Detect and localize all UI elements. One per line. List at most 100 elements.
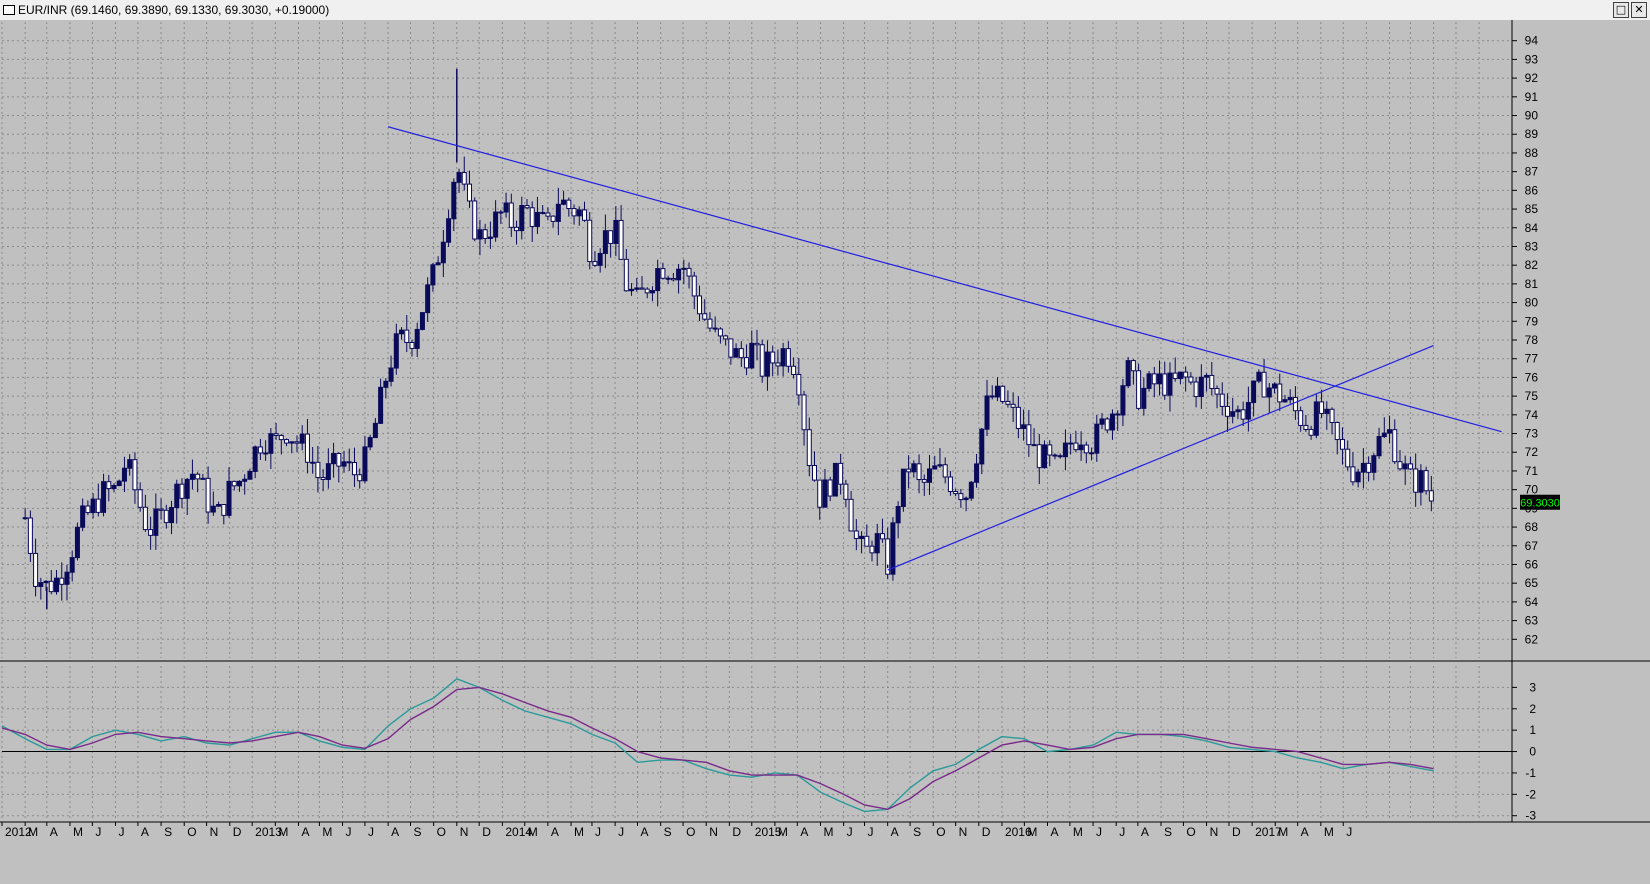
candle-body xyxy=(1204,374,1210,378)
x-tick-label: S xyxy=(1164,825,1172,839)
candle-body xyxy=(1355,471,1361,483)
close-icon[interactable]: ✕ xyxy=(1631,2,1647,18)
candle-body xyxy=(1329,408,1335,423)
x-tick-label: D xyxy=(982,825,991,839)
y-tick-label: 92 xyxy=(1525,71,1539,85)
candle-body xyxy=(419,312,425,330)
candle-body xyxy=(503,202,509,213)
candle-body xyxy=(226,480,232,516)
candle-body xyxy=(153,508,159,536)
candle-body xyxy=(623,258,629,292)
candle-body xyxy=(1366,462,1372,473)
candle-body xyxy=(257,446,263,454)
x-tick-label: D xyxy=(482,825,491,839)
candle-body xyxy=(493,211,499,238)
candle-body xyxy=(121,467,127,482)
candle-body xyxy=(1115,413,1121,416)
y-tick-label: 80 xyxy=(1525,296,1539,310)
candle-body xyxy=(367,437,373,448)
candle-body xyxy=(278,434,284,441)
restore-icon[interactable]: □ xyxy=(1613,2,1629,18)
x-tick-label: J xyxy=(346,825,352,839)
x-tick-label: A xyxy=(891,825,899,839)
candle-body xyxy=(456,172,462,183)
candle-body xyxy=(466,183,472,202)
x-tick-label: A xyxy=(1141,825,1149,839)
candle-body xyxy=(1428,490,1434,502)
x-tick-label: J xyxy=(618,825,624,839)
last-price-tag xyxy=(1520,494,1560,510)
candle-body xyxy=(357,474,363,482)
candle-body xyxy=(963,497,969,501)
candle-body xyxy=(1256,371,1262,382)
candle-body xyxy=(759,344,765,377)
y-tick-label: 72 xyxy=(1525,445,1539,459)
candle-body xyxy=(1371,455,1377,473)
x-tick-label: D xyxy=(1232,825,1241,839)
candle-body xyxy=(1052,454,1058,457)
candle-body xyxy=(1392,429,1398,463)
candle-body xyxy=(785,348,791,367)
candle-body xyxy=(508,202,514,228)
y-tick-label: 76 xyxy=(1525,370,1539,384)
x-tick-label: N xyxy=(959,825,968,839)
candle-body xyxy=(1245,402,1251,420)
x-tick-label: A xyxy=(551,825,559,839)
x-tick-label: S xyxy=(413,825,421,839)
x-tick-label: N xyxy=(210,825,219,839)
x-tick-label: A xyxy=(641,825,649,839)
candle-body xyxy=(843,483,849,500)
candle-body xyxy=(1198,376,1204,398)
candle-body xyxy=(1381,432,1387,438)
x-tick-label: S xyxy=(913,825,921,839)
candle-body xyxy=(331,453,337,465)
candle-body xyxy=(132,459,138,491)
candle-body xyxy=(796,373,802,396)
candle-body xyxy=(446,218,452,243)
candle-body xyxy=(696,295,702,315)
candle-body xyxy=(644,288,650,294)
osc-y-tick-label: -3 xyxy=(1525,809,1536,823)
y-tick-label: 64 xyxy=(1525,595,1539,609)
x-tick-label: J xyxy=(1346,825,1352,839)
candle-body xyxy=(174,483,180,509)
candle-body xyxy=(1130,360,1136,372)
candle-body xyxy=(744,357,750,369)
candle-body xyxy=(1015,406,1021,430)
window-title: EUR/INR (69.1460, 69.3890, 69.1330, 69.3… xyxy=(18,3,330,17)
candle-body xyxy=(414,328,420,349)
osc-y-tick-label: 2 xyxy=(1529,702,1536,716)
candle-body xyxy=(770,351,776,364)
candle-body xyxy=(216,504,222,507)
candle-body xyxy=(1272,383,1278,389)
y-tick-label: 79 xyxy=(1525,314,1539,328)
candle-body xyxy=(602,230,608,254)
candle-body xyxy=(550,215,556,222)
candle-body xyxy=(1099,418,1105,425)
candle-body xyxy=(1109,413,1115,431)
candle-body xyxy=(1282,399,1288,403)
candle-body xyxy=(717,328,723,337)
candle-body xyxy=(1387,429,1393,434)
candle-body xyxy=(555,203,561,222)
candle-body xyxy=(1089,452,1095,455)
x-tick-label: M xyxy=(1073,825,1083,839)
candle-body xyxy=(393,333,399,369)
candle-body xyxy=(545,212,551,217)
x-tick-label: N xyxy=(709,825,718,839)
candle-body xyxy=(1324,408,1330,414)
candle-body xyxy=(252,446,258,472)
candle-body xyxy=(336,453,342,467)
window-menu-icon[interactable] xyxy=(3,5,15,15)
candle-body xyxy=(968,481,974,499)
candle-body xyxy=(1308,428,1314,436)
y-tick-label: 86 xyxy=(1525,183,1539,197)
candle-body xyxy=(1157,373,1163,385)
candle-body xyxy=(665,277,671,280)
oscillator-line-2 xyxy=(1,686,1434,811)
x-tick-label: O xyxy=(1186,825,1195,839)
x-tick-label: A xyxy=(141,825,149,839)
candle-body xyxy=(812,465,818,481)
candle-body xyxy=(921,479,927,483)
candle-body xyxy=(69,557,75,573)
